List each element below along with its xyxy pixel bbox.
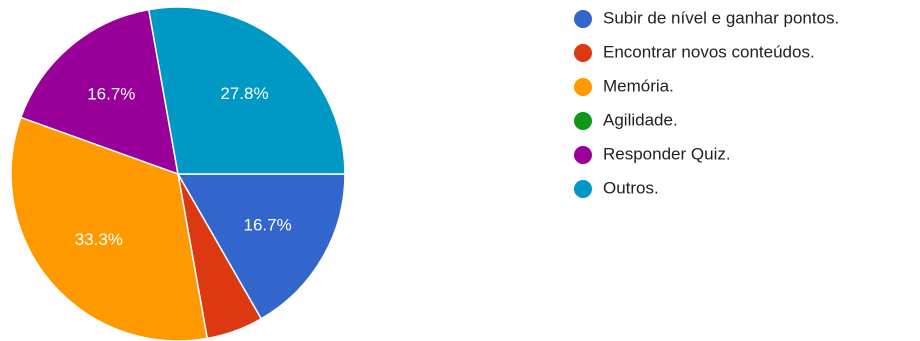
legend-swatch [574, 44, 592, 62]
legend-item-outros[interactable]: Outros. [574, 178, 659, 198]
pie-slice-memoria[interactable] [10, 116, 209, 341]
slice-label-subir-de-nivel-e-ganhar-pontos: 16.7% [243, 215, 291, 234]
legend: Subir de nível e ganhar pontos. Encontrar… [574, 8, 839, 198]
legend-swatch [574, 146, 592, 164]
slice-label-responder-quiz: 16.7% [87, 84, 135, 103]
pie-data-labels: 16.7% 33.3% 16.7% 27.8% [75, 84, 292, 249]
legend-label: Subir de nível e ganhar pontos. [603, 8, 839, 27]
pie-slice-outros[interactable] [147, 6, 346, 175]
pie-slice-responder-quiz[interactable] [19, 8, 179, 176]
pie-slices [10, 6, 346, 341]
legend-label: Encontrar novos conteúdos. [603, 42, 815, 61]
legend-item-subir-de-nivel-e-ganhar-pontos[interactable]: Subir de nível e ganhar pontos. [574, 8, 839, 28]
legend-swatch [574, 78, 592, 96]
legend-label: Agilidade. [603, 110, 678, 129]
legend-label: Responder Quiz. [603, 144, 731, 163]
legend-swatch [574, 112, 592, 130]
legend-item-agilidade[interactable]: Agilidade. [574, 110, 678, 130]
legend-label: Outros. [603, 178, 659, 197]
legend-item-memoria[interactable]: Memória. [574, 76, 674, 96]
legend-item-encontrar-novos-conteudos[interactable]: Encontrar novos conteúdos. [574, 42, 815, 62]
legend-label: Memória. [603, 76, 674, 95]
legend-swatch [574, 10, 592, 28]
legend-swatch [574, 180, 592, 198]
slice-label-memoria: 33.3% [75, 230, 123, 249]
slice-label-outros: 27.8% [220, 84, 268, 103]
pie-slice-subir-de-nivel-e-ganhar-pontos[interactable] [176, 173, 346, 320]
legend-item-responder-quiz[interactable]: Responder Quiz. [574, 144, 731, 164]
